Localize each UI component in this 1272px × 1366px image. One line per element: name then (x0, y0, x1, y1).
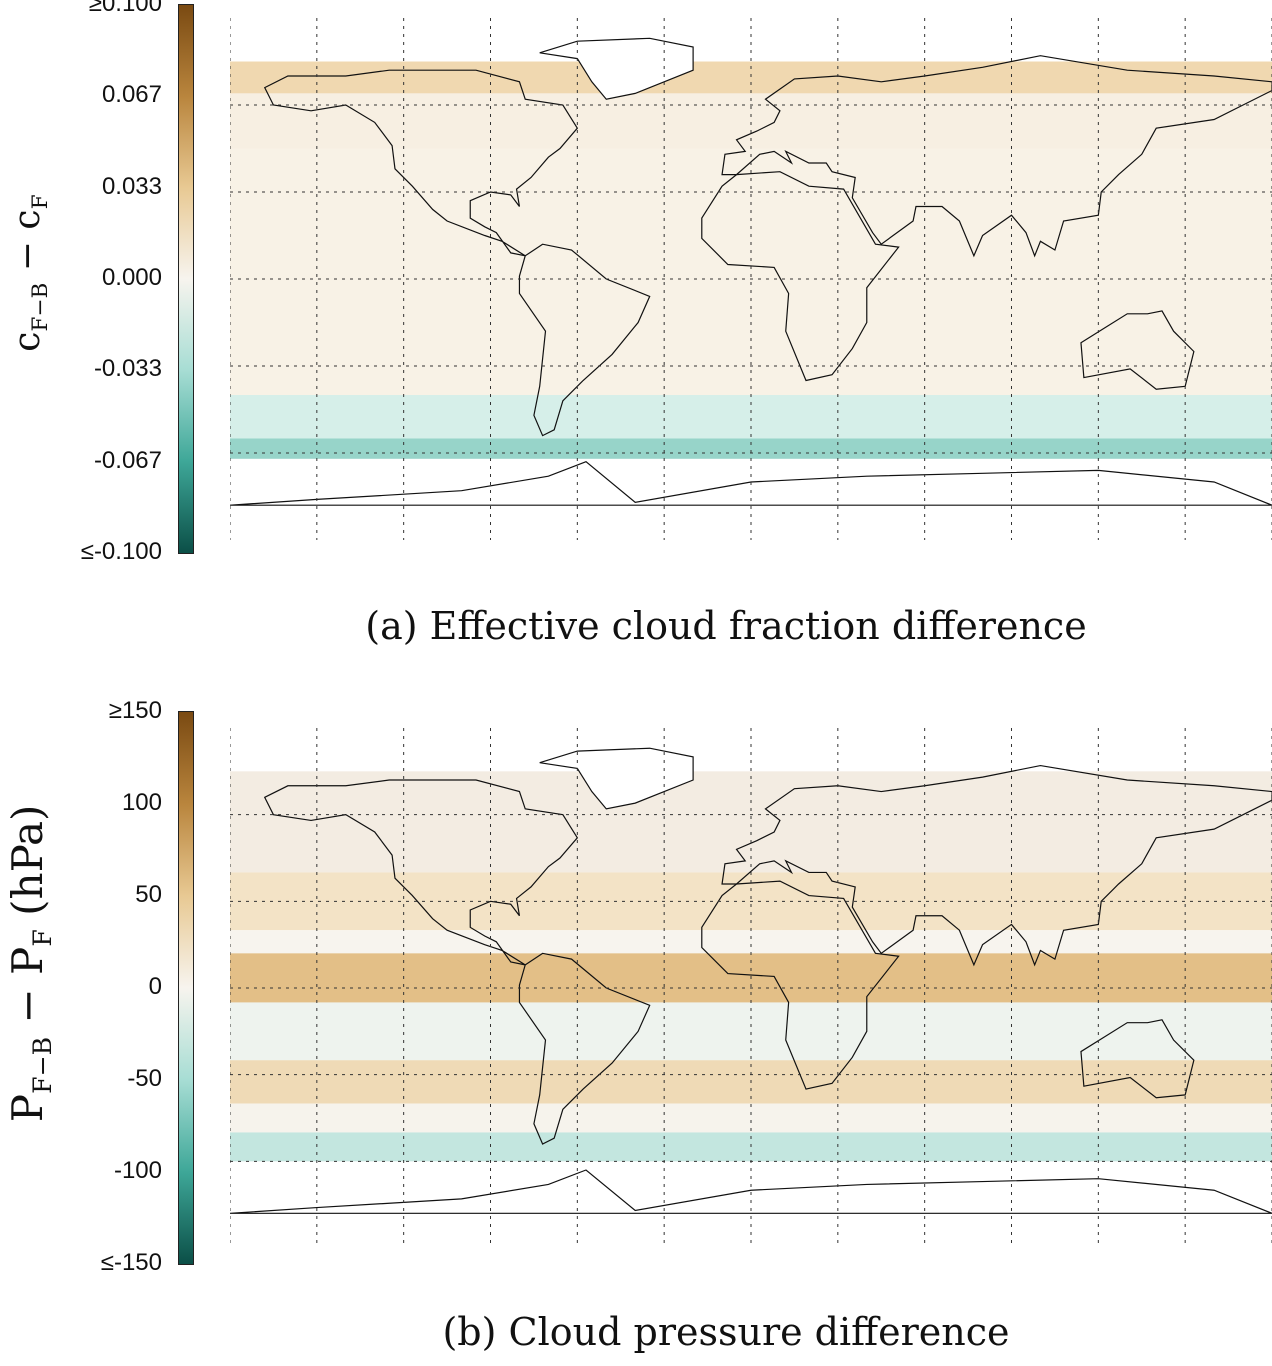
field-band (230, 438, 1272, 459)
colorbar-tick-label: 0.000 (101, 264, 162, 291)
panel-cloud-fraction: cF−B − cF ≥0.100 0.067 0.033 0.000 -0.033 -0.… (0, 0, 1272, 680)
field-band (230, 1002, 1272, 1061)
colorbar-tick-label: 0.067 (101, 81, 162, 109)
colorbar (178, 711, 194, 1265)
caption: (b) Cloud pressure difference (442, 1310, 1010, 1354)
north-america-outline (263, 69, 579, 257)
colorbar-tick-label: -100 (113, 1157, 162, 1184)
data-field (230, 771, 1272, 1162)
eurasia-outline (721, 55, 1272, 258)
colorbar-tick-label: ≥0.100 (88, 0, 162, 17)
colorbar-tick-label: -0.067 (93, 446, 162, 474)
world-map (230, 18, 1272, 540)
gridlines (230, 728, 1272, 1248)
north-america-outline (263, 779, 579, 966)
colorbar-tick-label: 50 (135, 881, 162, 908)
eurasia-outline (721, 764, 1272, 967)
field-band (230, 395, 1272, 439)
australia-outline (1080, 310, 1195, 390)
colorbar-tick-label: 0.033 (101, 172, 162, 200)
colorbar-tick-label: 100 (121, 789, 162, 816)
colorbar-tick-label: ≤-150 (100, 1249, 162, 1276)
colorbar-tick-label: ≥150 (108, 697, 162, 724)
colorbar-tick-label: -50 (127, 1065, 162, 1092)
world-map (230, 728, 1272, 1248)
colorbar-tick-label: -0.033 (93, 355, 162, 383)
africa-outline (701, 880, 900, 1090)
gridlines (230, 18, 1272, 540)
south-america-outline (518, 952, 651, 1145)
south-america-outline (518, 243, 651, 437)
caption: (a) Effective cloud fraction difference (365, 604, 1087, 648)
colorbar-tick-label: 0 (148, 973, 162, 1000)
greenland-outline (539, 37, 694, 100)
field-band (230, 1103, 1272, 1133)
colorbar (178, 4, 194, 554)
field-band (230, 771, 1272, 873)
panel-cloud-pressure: PF−B − PF (hPa) ≥150 100 50 0 -50 -100 ≤-150 (… (0, 697, 1272, 1366)
field-band (230, 930, 1272, 954)
australia-outline (1080, 1019, 1195, 1099)
africa-outline (701, 171, 900, 382)
colorbar-tick-label: ≤-0.100 (80, 538, 162, 565)
greenland-outline (539, 747, 694, 810)
field-band (230, 148, 1272, 395)
